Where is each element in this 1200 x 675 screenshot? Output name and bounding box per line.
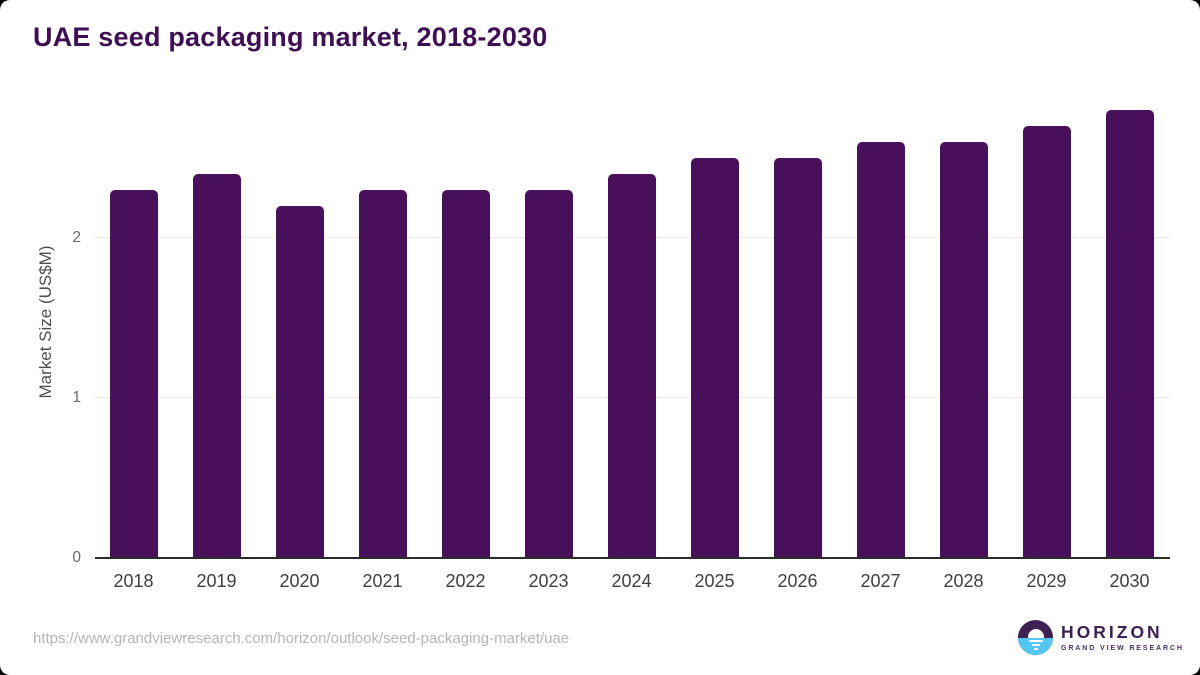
bar-2023[interactable] xyxy=(524,190,573,558)
y-tick-label-2: 2 xyxy=(72,229,81,246)
plot-area: 0 1 2 2018 2019 2020 2021 2022 2023 2024 2025 2026 2… xyxy=(72,86,1170,591)
y-axis-title: Market Size (US$M) xyxy=(36,245,55,399)
x-tick-label-2020: 2020 xyxy=(279,571,320,591)
x-tick-label-2030: 2030 xyxy=(1109,571,1150,591)
bar-2024[interactable] xyxy=(607,174,656,558)
x-tick-label-2019: 2019 xyxy=(196,571,237,591)
bar-2021[interactable] xyxy=(358,190,407,558)
x-tick-label-2028: 2028 xyxy=(943,571,984,591)
bar-2020[interactable] xyxy=(275,206,324,558)
bar-2030[interactable] xyxy=(1105,110,1154,558)
sea-icon xyxy=(1018,637,1053,655)
bar-2026[interactable] xyxy=(773,158,822,558)
x-tick-label-2024: 2024 xyxy=(611,571,652,591)
bar-2029[interactable] xyxy=(1022,126,1071,558)
bar-2018[interactable] xyxy=(109,190,158,558)
logo-name: HORIZON xyxy=(1061,622,1163,643)
x-tick-label-2018: 2018 xyxy=(113,571,154,591)
y-tick-label-1: 1 xyxy=(72,389,81,406)
horizon-logo[interactable]: HORIZON GRAND VIEW RESEARCH xyxy=(1018,620,1184,655)
bar-2022[interactable] xyxy=(441,190,490,558)
x-tick-label-2025: 2025 xyxy=(694,571,735,591)
source-url: https://www.grandviewresearch.com/horizo… xyxy=(33,630,570,647)
bar-2025[interactable] xyxy=(690,158,739,558)
horizon-sun-circle-icon xyxy=(1018,620,1053,655)
x-tick-label-2029: 2029 xyxy=(1026,571,1067,591)
x-tick-label-2023: 2023 xyxy=(528,571,569,591)
x-axis-line xyxy=(95,557,1170,559)
bar-2028[interactable] xyxy=(939,142,988,558)
bar-2019[interactable] xyxy=(192,174,241,558)
x-tick-label-2027: 2027 xyxy=(860,571,901,591)
page-title: UAE seed packaging market, 2018-2030 xyxy=(33,22,548,52)
bar-2027[interactable] xyxy=(856,142,905,558)
x-tick-label-2026: 2026 xyxy=(777,571,818,591)
logo-subtitle: GRAND VIEW RESEARCH xyxy=(1061,644,1184,652)
x-tick-label-2022: 2022 xyxy=(445,571,486,591)
y-tick-label-0: 0 xyxy=(72,549,81,566)
x-tick-label-2021: 2021 xyxy=(362,571,403,591)
